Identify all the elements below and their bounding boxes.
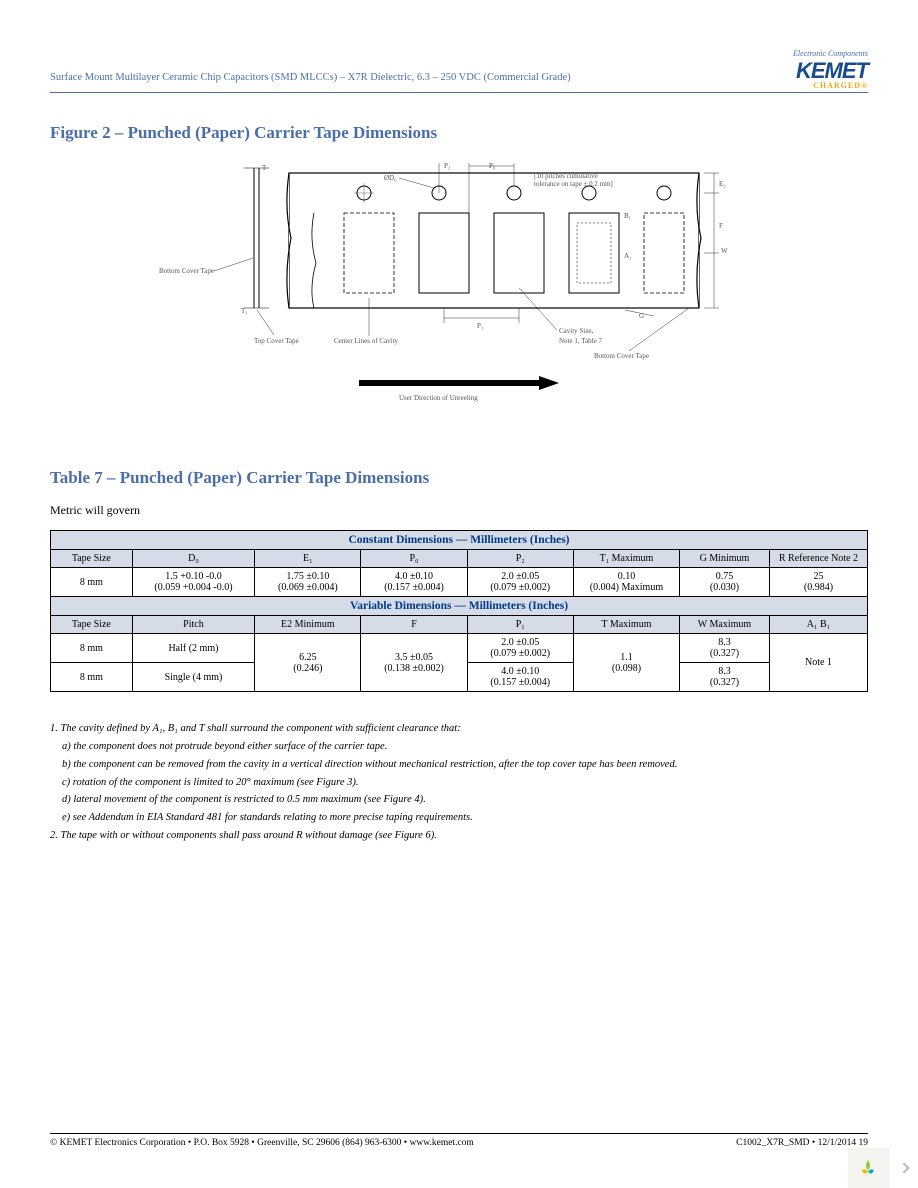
col-d0: D₀ bbox=[132, 550, 255, 568]
vcol-w: W Maximum bbox=[680, 616, 770, 634]
label-T: T bbox=[262, 164, 267, 172]
logo-tagline: Electronic Components bbox=[793, 50, 868, 58]
col-g: G Minimum bbox=[680, 550, 770, 568]
label-F: F bbox=[719, 222, 723, 230]
document-header: Surface Mount Multilayer Ceramic Chip Ca… bbox=[50, 50, 868, 93]
label-D0: ØD₀ bbox=[384, 174, 397, 182]
nav-logo-icon[interactable] bbox=[848, 1148, 888, 1188]
vcell-w-2: 8.3(0.327) bbox=[680, 663, 770, 692]
col-r: R Reference Note 2 bbox=[769, 550, 867, 568]
vcell-w-1: 8.3(0.327) bbox=[680, 634, 770, 663]
col-e1: E₁ bbox=[255, 550, 361, 568]
figure-2-title: Figure 2 – Punched (Paper) Carrier Tape … bbox=[50, 123, 868, 143]
label-P2: P₂ bbox=[444, 162, 451, 170]
vcell-p1-1: 2.0 ±0.05(0.079 ±0.002) bbox=[467, 634, 573, 663]
constant-row: 8 mm 1.5 +0.10 -0.0(0.059 +0.004 -0.0) 1… bbox=[51, 568, 868, 597]
vcell-f: 3.5 ±0.05(0.138 ±0.002) bbox=[361, 634, 467, 692]
vcol-e2: E2 Minimum bbox=[255, 616, 361, 634]
label-tolerance: [10 pitches cumulative tolerance on tape… bbox=[534, 172, 613, 188]
cell-e1: 1.75 ±0.10(0.069 ±0.004) bbox=[255, 568, 361, 597]
vcol-t: T Maximum bbox=[573, 616, 679, 634]
label-user-direction: User Direction of Unreeling bbox=[399, 394, 478, 402]
nav-next-button[interactable] bbox=[888, 1148, 918, 1188]
figure-2-diagram: T T₁ Bottom Cover Tape Top Cover Tape bbox=[159, 158, 759, 418]
dimensions-table: Constant Dimensions — Millimeters (Inche… bbox=[50, 530, 868, 692]
vcol-p1: P₁ bbox=[467, 616, 573, 634]
note-1c: c) rotation of the component is limited … bbox=[50, 774, 868, 792]
note-1e: e) see Addendum in EIA Standard 481 for … bbox=[50, 809, 868, 827]
col-p2: P₂ bbox=[467, 550, 573, 568]
note-2: 2. The tape with or without components s… bbox=[50, 827, 868, 845]
col-p0: P₀ bbox=[361, 550, 467, 568]
note-1b: b) the component can be removed from the… bbox=[50, 756, 868, 774]
logo-charged: CHARGED® bbox=[793, 82, 868, 90]
label-B1: B₁ bbox=[624, 212, 631, 220]
vcell-size-2: 8 mm bbox=[51, 663, 133, 692]
vcol-tape-size: Tape Size bbox=[51, 616, 133, 634]
note-1a: a) the component does not protrude beyon… bbox=[50, 738, 868, 756]
cell-size: 8 mm bbox=[51, 568, 133, 597]
cell-g: 0.75(0.030) bbox=[680, 568, 770, 597]
label-T1: T₁ bbox=[241, 307, 248, 315]
label-E2: E₂ bbox=[719, 180, 726, 188]
label-top-cover-tape: Top Cover Tape bbox=[254, 337, 299, 345]
vcell-pitch-2: Single (4 mm) bbox=[132, 663, 255, 692]
vcell-t: 1.1(0.098) bbox=[573, 634, 679, 692]
label-center-lines: Center Lines of Cavity bbox=[334, 337, 398, 345]
notes-block: 1. The cavity defined by A₁, B₁ and T sh… bbox=[50, 720, 868, 845]
chevron-right-icon bbox=[898, 1162, 909, 1173]
table-7-title: Table 7 – Punched (Paper) Carrier Tape D… bbox=[50, 468, 868, 488]
label-note1-table7: Note 1, Table 7 bbox=[559, 337, 602, 345]
page-container: Surface Mount Multilayer Ceramic Chip Ca… bbox=[0, 0, 918, 1188]
vcol-f: F bbox=[361, 616, 467, 634]
carrier-tape-svg: T T₁ Bottom Cover Tape Top Cover Tape bbox=[159, 158, 759, 418]
kemet-logo: Electronic Components KEMET CHARGED® bbox=[793, 50, 868, 90]
nav-widget bbox=[848, 1148, 918, 1188]
col-tape-size: Tape Size bbox=[51, 550, 133, 568]
cell-d0: 1.5 +0.10 -0.0(0.059 +0.004 -0.0) bbox=[132, 568, 255, 597]
note-1d: d) lateral movement of the component is … bbox=[50, 791, 868, 809]
vcell-e2: 6.25(0.246) bbox=[255, 634, 361, 692]
metric-note: Metric will govern bbox=[50, 503, 868, 518]
footer-left: © KEMET Electronics Corporation • P.O. B… bbox=[50, 1138, 474, 1148]
cell-p0: 4.0 ±0.10(0.157 ±0.004) bbox=[361, 568, 467, 597]
constant-dim-header: Constant Dimensions — Millimeters (Inche… bbox=[51, 531, 868, 550]
page-footer: © KEMET Electronics Corporation • P.O. B… bbox=[50, 1133, 868, 1148]
note-1: 1. The cavity defined by A₁, B₁ and T sh… bbox=[50, 720, 868, 738]
cell-t1: 0.10(0.004) Maximum bbox=[573, 568, 679, 597]
cell-r: 25(0.984) bbox=[769, 568, 867, 597]
vcol-pitch: Pitch bbox=[132, 616, 255, 634]
variable-dim-header: Variable Dimensions — Millimeters (Inche… bbox=[51, 597, 868, 616]
header-title: Surface Mount Multilayer Ceramic Chip Ca… bbox=[50, 50, 571, 83]
label-W: W bbox=[721, 247, 728, 255]
vcol-ab: A₁ B₁ bbox=[769, 616, 867, 634]
col-t1: T₁ Maximum bbox=[573, 550, 679, 568]
vcell-size-1: 8 mm bbox=[51, 634, 133, 663]
vcell-ab: Note 1 bbox=[769, 634, 867, 692]
cell-p2: 2.0 ±0.05(0.079 ±0.002) bbox=[467, 568, 573, 597]
label-cavity-size: Cavity Size, bbox=[559, 327, 593, 335]
label-A1: A₁ bbox=[624, 252, 632, 260]
vcell-pitch-1: Half (2 mm) bbox=[132, 634, 255, 663]
vcell-p1-2: 4.0 ±0.10(0.157 ±0.004) bbox=[467, 663, 573, 692]
label-bottom-cover-tape-left: Bottom Cover Tape bbox=[159, 267, 214, 275]
footer-right: C1002_X7R_SMD • 12/1/2014 19 bbox=[736, 1138, 868, 1148]
logo-text: KEMET bbox=[796, 58, 868, 83]
label-P1: P₁ bbox=[477, 322, 483, 330]
variable-row-1: 8 mm Half (2 mm) 6.25(0.246) 3.5 ±0.05(0… bbox=[51, 634, 868, 663]
label-bottom-cover-tape2: Bottom Cover Tape bbox=[594, 352, 649, 360]
